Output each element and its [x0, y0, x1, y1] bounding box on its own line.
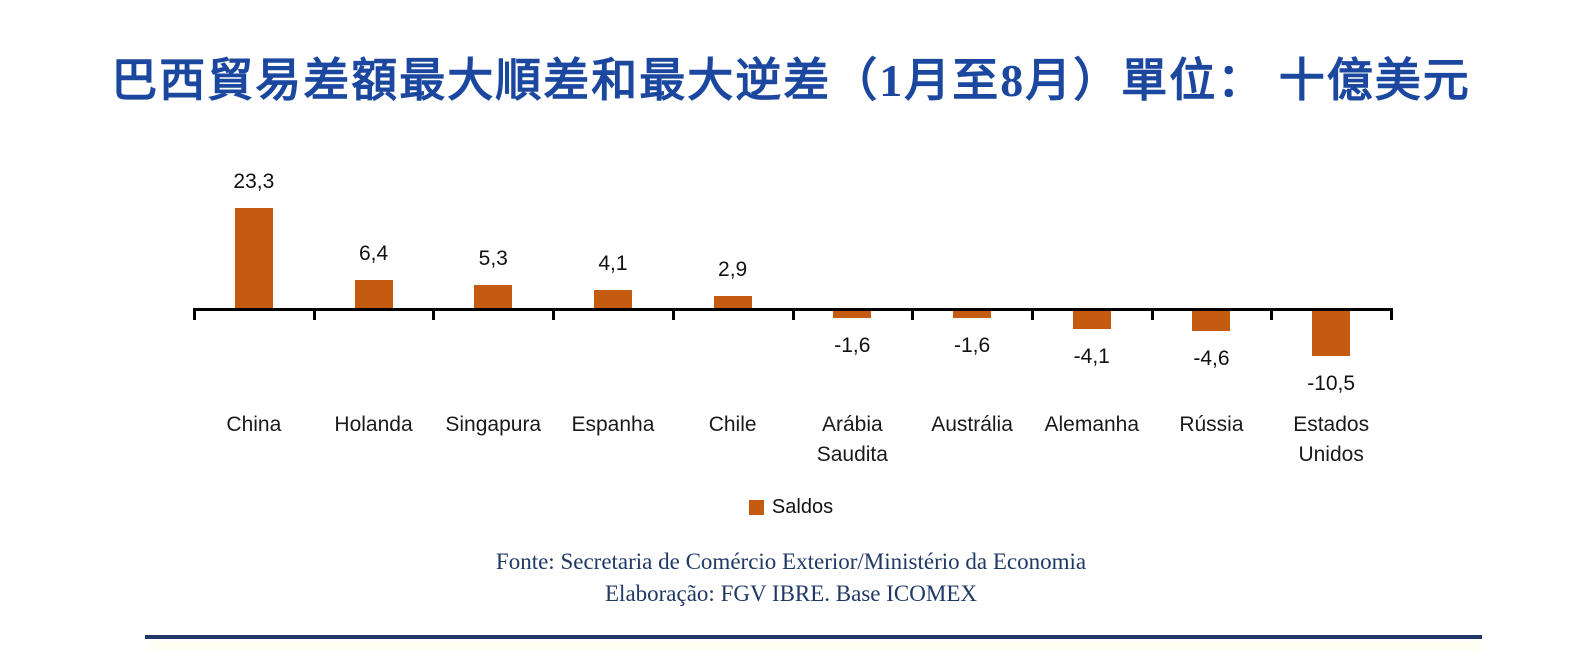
- bar-value-label: 2,9: [718, 257, 748, 281]
- bar-value-label: -10,5: [1307, 372, 1356, 396]
- bar-value-label: -1,6: [953, 333, 991, 357]
- bar-r-ssia: [1192, 311, 1231, 331]
- bar-value-label: -4,1: [1073, 344, 1110, 368]
- axis-tick: [671, 308, 675, 320]
- bar-singapura: [474, 285, 513, 308]
- bar-value-label: 4,1: [598, 252, 628, 276]
- axis-tick: [1150, 308, 1154, 320]
- axis-tick: [432, 308, 436, 320]
- bottom-accent-strip: [148, 641, 1480, 651]
- category-label: Arábia Saudita: [816, 413, 888, 466]
- bar-ar-bia-saudita: [833, 311, 872, 318]
- category-label: Estados Unidos: [1293, 413, 1370, 466]
- axis-tick: [911, 308, 915, 320]
- bar-alemanha: [1072, 311, 1111, 329]
- axis-tick: [552, 308, 556, 320]
- bar-value-label: 6,4: [358, 242, 389, 266]
- category-label: Rússia: [1179, 413, 1244, 436]
- category-label: Singapura: [445, 413, 542, 436]
- bar-value-label: -4,6: [1193, 346, 1230, 370]
- axis-tick: [193, 308, 196, 320]
- bottom-divider-line: [145, 635, 1482, 639]
- axis-tick: [312, 308, 316, 320]
- bar-estados-unidos: [1312, 311, 1351, 357]
- bar-austr-lia: [953, 311, 992, 318]
- axis-tick: [1390, 308, 1393, 320]
- legend: Saldos: [0, 496, 1582, 519]
- chart-title: 巴西貿易差額最大順差和最大逆差（1月至8月）單位： 十億美元: [111, 55, 1471, 106]
- bar-espanha: [593, 290, 632, 308]
- bar-chile: [713, 295, 752, 308]
- bar-value-label: 5,3: [478, 247, 508, 271]
- category-label: Holanda: [334, 413, 413, 436]
- category-label: Austrália: [931, 413, 1013, 436]
- footer-elaboration-line: Elaboração: FGV IBRE. Base ICOMEX: [605, 581, 977, 606]
- category-label: China: [226, 413, 282, 436]
- bar-holanda: [354, 280, 393, 308]
- bar-value-label: 23,3: [233, 169, 275, 193]
- bar-value-label: -1,6: [834, 333, 871, 357]
- axis-tick: [1270, 308, 1274, 320]
- category-label: Chile: [708, 413, 757, 436]
- bar-china: [234, 207, 273, 308]
- legend-label-saldos: Saldos: [771, 496, 834, 518]
- axis-tick: [1030, 308, 1034, 320]
- category-label: Espanha: [571, 413, 655, 436]
- legend-marker-saldos: [748, 500, 764, 515]
- axis-tick: [791, 308, 795, 320]
- category-label: Alemanha: [1044, 413, 1140, 436]
- footer-source-line: Fonte: Secretaria de Comércio Exterior/M…: [495, 549, 1087, 574]
